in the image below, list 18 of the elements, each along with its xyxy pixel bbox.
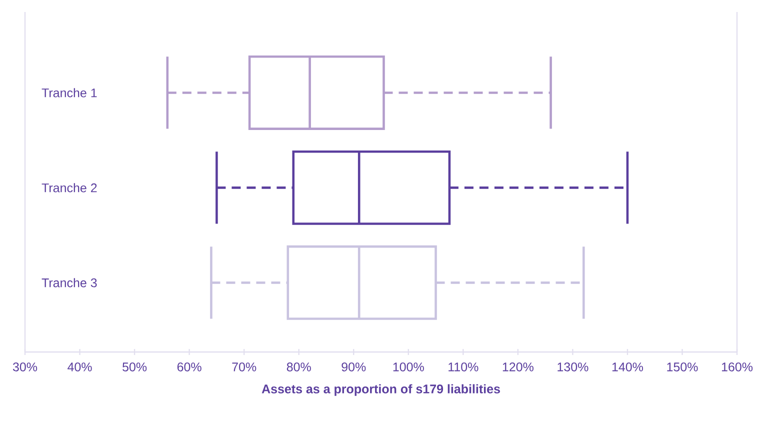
x-tick-label: 70% [232,362,256,372]
x-tick-label: 110% [448,362,478,372]
x-tick-label: 60% [177,362,202,372]
x-tick-label: 140% [612,362,644,372]
x-tick-label: 160% [722,362,753,372]
x-tick-label: 30% [12,362,38,372]
x-tick-label: 100% [393,362,424,372]
x-tick-label: 130% [558,362,588,372]
y-tick-label: Tranche 1 [42,88,97,98]
x-tick-label: 40% [68,362,92,372]
y-tick-label: Tranche 2 [42,183,97,192]
x-tick-label: 150% [667,362,698,372]
x-tick-label: 80% [286,362,311,372]
y-tick-label: Tranche 3 [42,278,97,288]
x-axis-title: Assets as a proportion of s179 liabilities [262,384,500,396]
x-tick-label: 50% [122,362,147,372]
x-tick-label: 90% [342,362,366,372]
x-tick-label: 120% [502,362,534,372]
